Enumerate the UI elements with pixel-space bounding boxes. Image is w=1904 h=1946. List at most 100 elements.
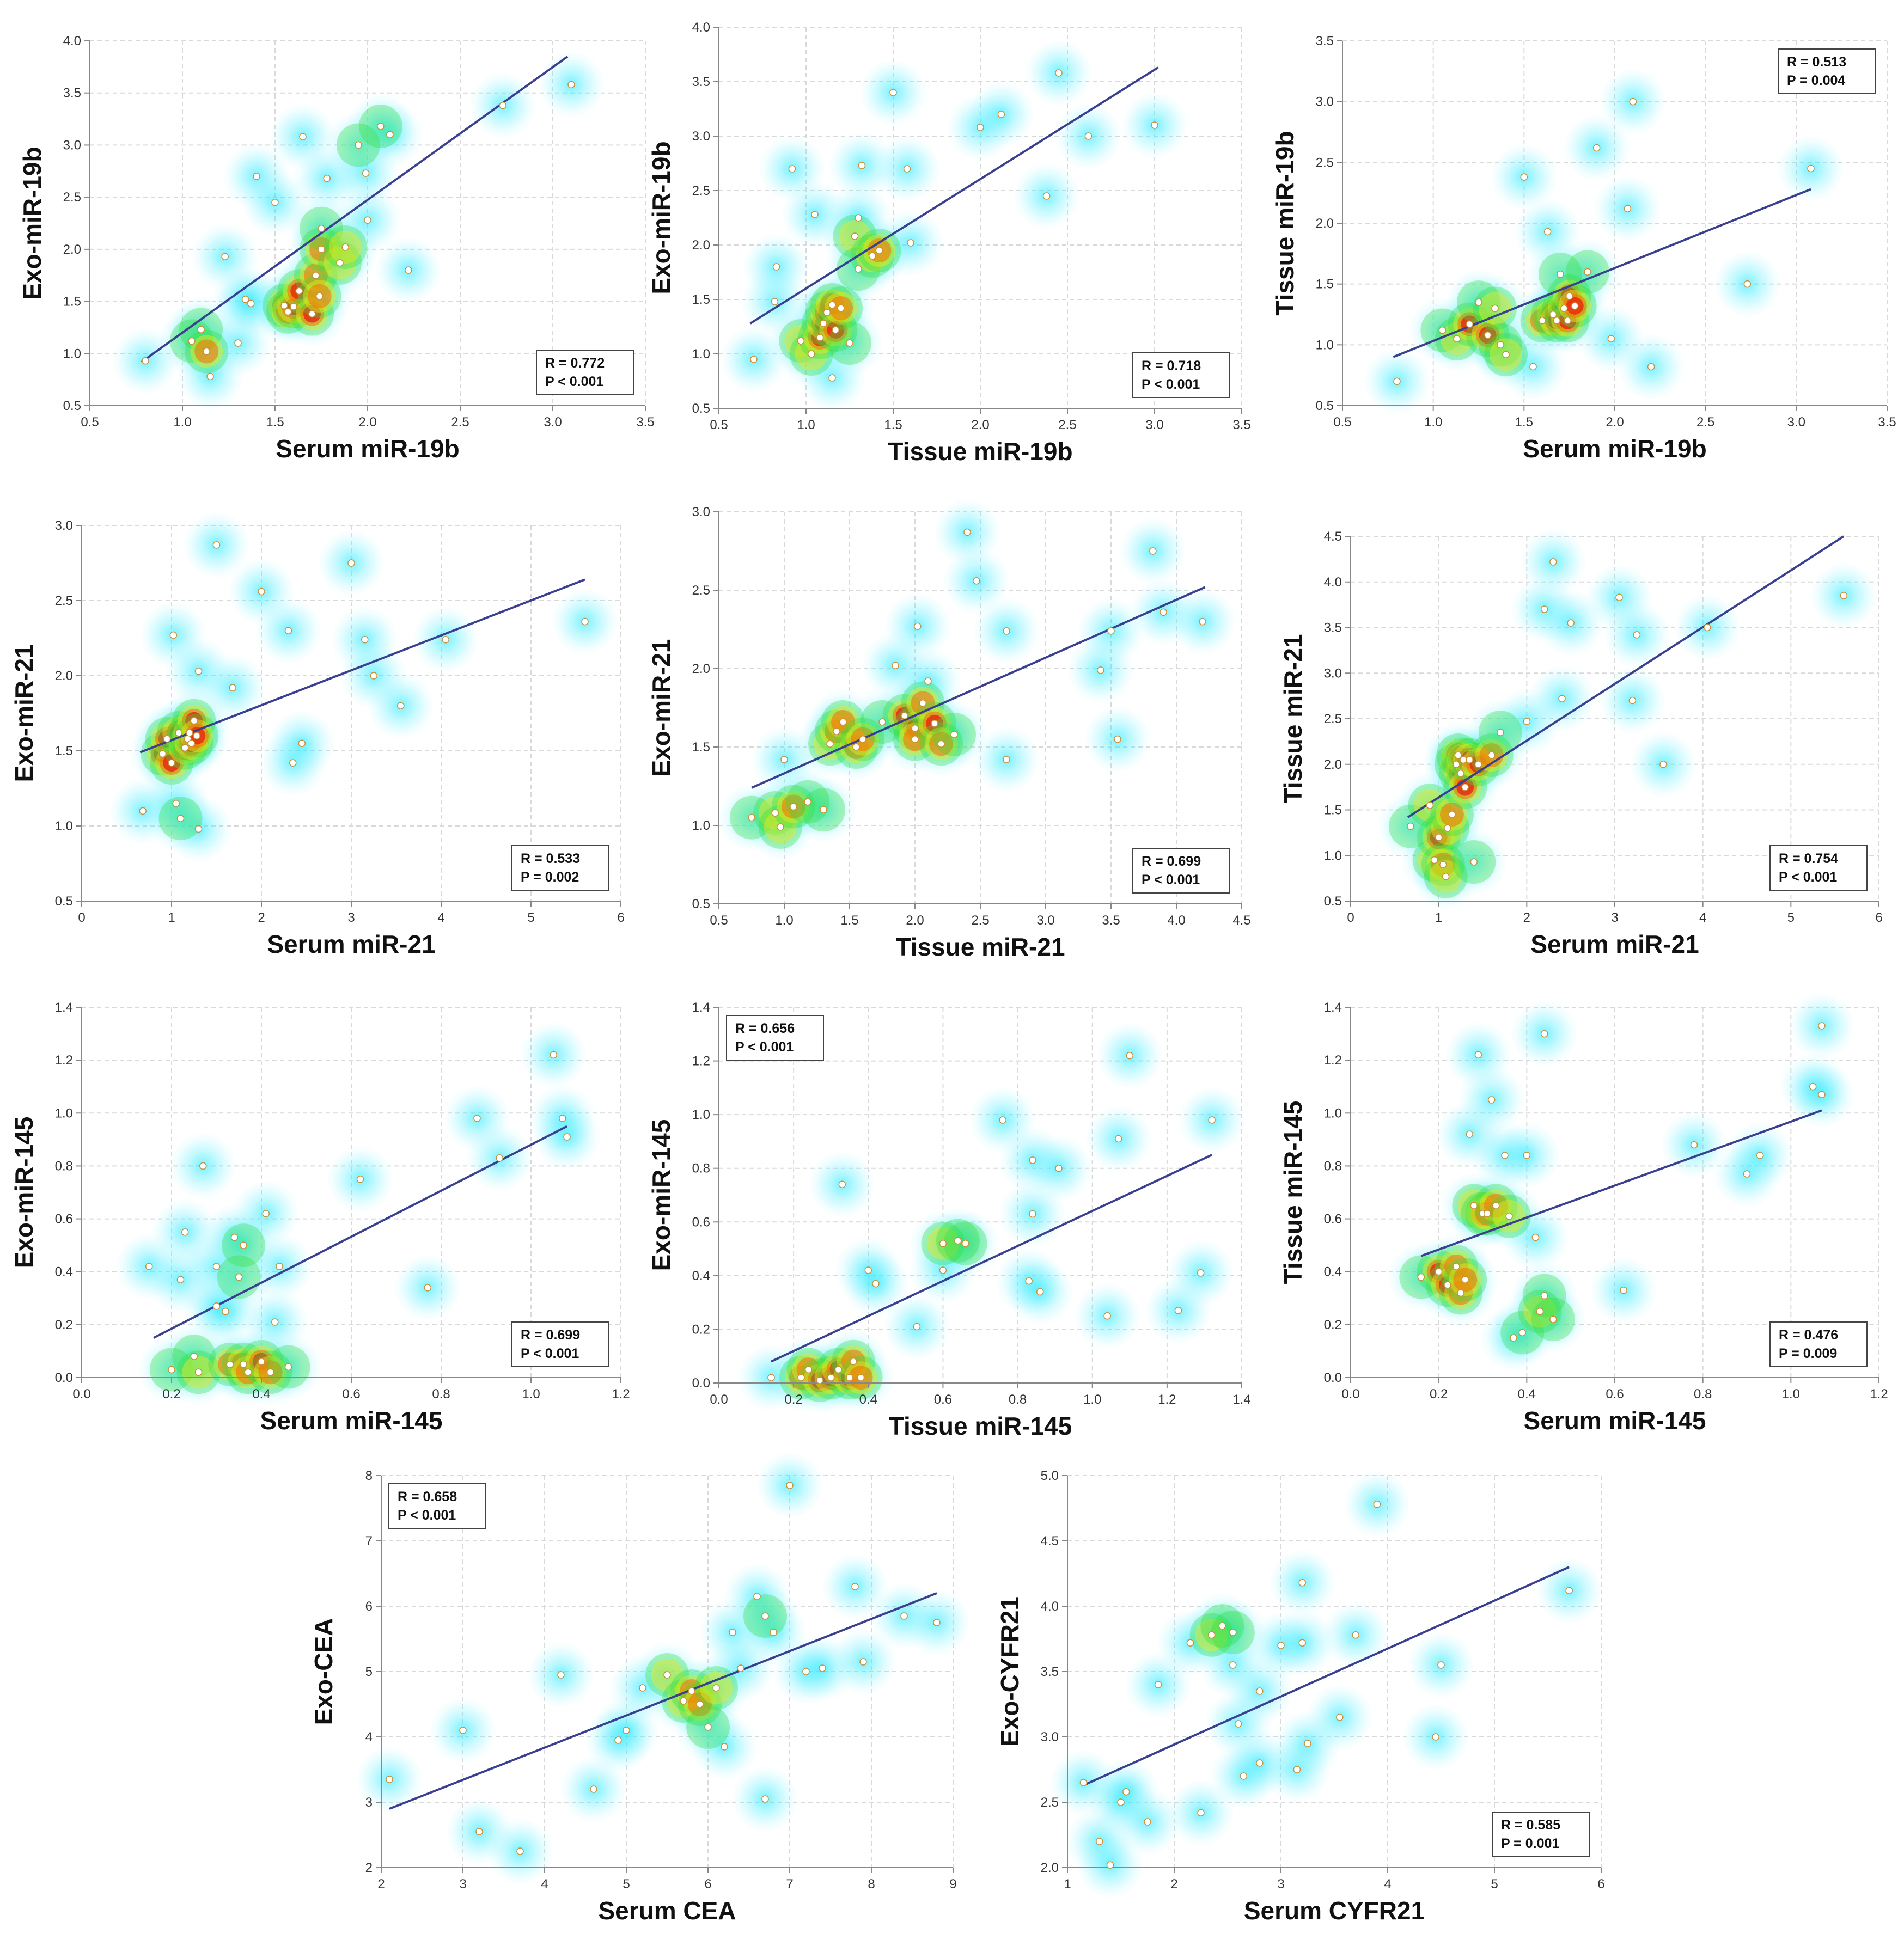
- y-tick-label: 2.0: [692, 238, 710, 253]
- data-point: [1564, 316, 1572, 325]
- data-point: [864, 1266, 872, 1274]
- x-tick-label: 0.5: [710, 913, 728, 928]
- x-tick-label: 1.0: [522, 1387, 540, 1402]
- y-tick-label: 0.0: [692, 1376, 710, 1391]
- y-tick-label: 1.0: [692, 347, 710, 362]
- data-point: [1025, 1277, 1033, 1285]
- x-tick-label: 3: [1277, 1877, 1284, 1892]
- y-tick-label: 2.0: [55, 669, 73, 683]
- data-point: [737, 1664, 744, 1672]
- data-point: [244, 1368, 252, 1376]
- data-point: [663, 1671, 671, 1679]
- x-tick-label: 8: [868, 1877, 875, 1892]
- data-point: [1373, 1501, 1381, 1508]
- y-tick-label: 1.5: [1324, 803, 1342, 818]
- y-tick-label: 0.6: [692, 1215, 710, 1229]
- r-value: R = 0.699: [1142, 854, 1201, 869]
- data-point: [1435, 834, 1443, 841]
- y-tick-label: 2.5: [1324, 712, 1342, 726]
- data-point: [827, 1374, 835, 1381]
- x-tick-label: 1.2: [1158, 1392, 1176, 1407]
- data-point: [1571, 302, 1579, 310]
- data-point: [1475, 298, 1482, 306]
- p-value: P < 0.001: [735, 1039, 794, 1055]
- data-point: [1003, 627, 1010, 635]
- x-tick-label: 1.0: [1083, 1392, 1101, 1407]
- y-tick-label: 3.5: [1041, 1664, 1059, 1679]
- data-point: [253, 173, 260, 180]
- regression-line: [139, 578, 585, 754]
- regression-line: [771, 1154, 1212, 1363]
- data-point: [370, 672, 377, 680]
- data-point: [1336, 1714, 1344, 1721]
- y-tick-label: 3.5: [63, 86, 81, 101]
- data-point: [1437, 1661, 1445, 1669]
- data-point: [199, 1162, 207, 1170]
- data-point: [1483, 1210, 1491, 1217]
- regression-line: [389, 1592, 937, 1810]
- y-tick-label: 0.0: [55, 1370, 73, 1385]
- r-value: R = 0.476: [1779, 1327, 1838, 1343]
- data-point: [158, 750, 167, 758]
- data-point: [828, 301, 836, 309]
- r-value: R = 0.533: [521, 851, 580, 866]
- data-point: [833, 727, 840, 735]
- r-value: R = 0.699: [521, 1327, 580, 1343]
- stats-box-frame: [388, 1483, 486, 1529]
- data-point: [919, 699, 927, 707]
- data-point: [516, 1847, 524, 1855]
- y-tick-label: 1.5: [692, 292, 710, 307]
- y-tick-label: 3.0: [1041, 1730, 1059, 1745]
- data-point: [1218, 1622, 1226, 1630]
- data-point: [168, 1366, 175, 1374]
- data-point: [1567, 619, 1575, 627]
- data-point: [816, 334, 824, 341]
- density-heatmap: [1363, 68, 1845, 415]
- y-tick-label: 2.5: [55, 593, 73, 608]
- data-point: [473, 1115, 481, 1122]
- data-point: [1584, 268, 1591, 276]
- data-point: [1607, 335, 1615, 342]
- data-point: [639, 1684, 646, 1692]
- x-tick-label: 0.0: [710, 1392, 728, 1407]
- data-point: [1151, 121, 1158, 129]
- data-point: [1432, 1733, 1439, 1741]
- data-point: [1298, 1579, 1306, 1587]
- y-tick-label: 8: [365, 1468, 373, 1483]
- data-point: [750, 356, 758, 363]
- data-point: [361, 636, 369, 644]
- data-point: [1560, 304, 1568, 313]
- data-point: [1549, 310, 1557, 319]
- y-tick-label: 1.5: [55, 744, 73, 758]
- data-point: [771, 298, 779, 305]
- p-value: P = 0.009: [1779, 1346, 1837, 1361]
- data-point: [823, 309, 831, 316]
- data-point: [771, 809, 779, 817]
- x-tick-label: 0.5: [81, 415, 99, 430]
- data-point: [839, 718, 847, 726]
- y-tick-label: 2.0: [1324, 757, 1342, 772]
- data-point: [362, 169, 370, 177]
- data-point: [838, 1180, 846, 1189]
- data-point: [973, 577, 980, 585]
- data-point: [1536, 1307, 1544, 1315]
- data-point: [229, 684, 236, 691]
- data-point: [1543, 228, 1552, 236]
- data-point: [1106, 1861, 1114, 1869]
- data-point: [834, 1366, 843, 1374]
- data-point: [181, 744, 189, 752]
- data-point: [907, 239, 914, 247]
- data-point: [1540, 1292, 1548, 1300]
- x-axis-label: Serum miR-19b: [1523, 435, 1706, 463]
- data-point: [194, 667, 203, 675]
- data-point: [234, 339, 242, 347]
- x-axis-label: Serum CYFR21: [1244, 1896, 1425, 1925]
- y-tick-label: 1.0: [1316, 338, 1334, 352]
- data-point: [496, 1154, 503, 1162]
- data-point: [1197, 1809, 1205, 1816]
- x-tick-label: 0.2: [162, 1387, 180, 1402]
- data-point: [1229, 1629, 1237, 1636]
- x-tick-label: 6: [1597, 1877, 1604, 1892]
- data-point: [900, 1612, 908, 1620]
- x-tick-label: 4: [1699, 910, 1706, 925]
